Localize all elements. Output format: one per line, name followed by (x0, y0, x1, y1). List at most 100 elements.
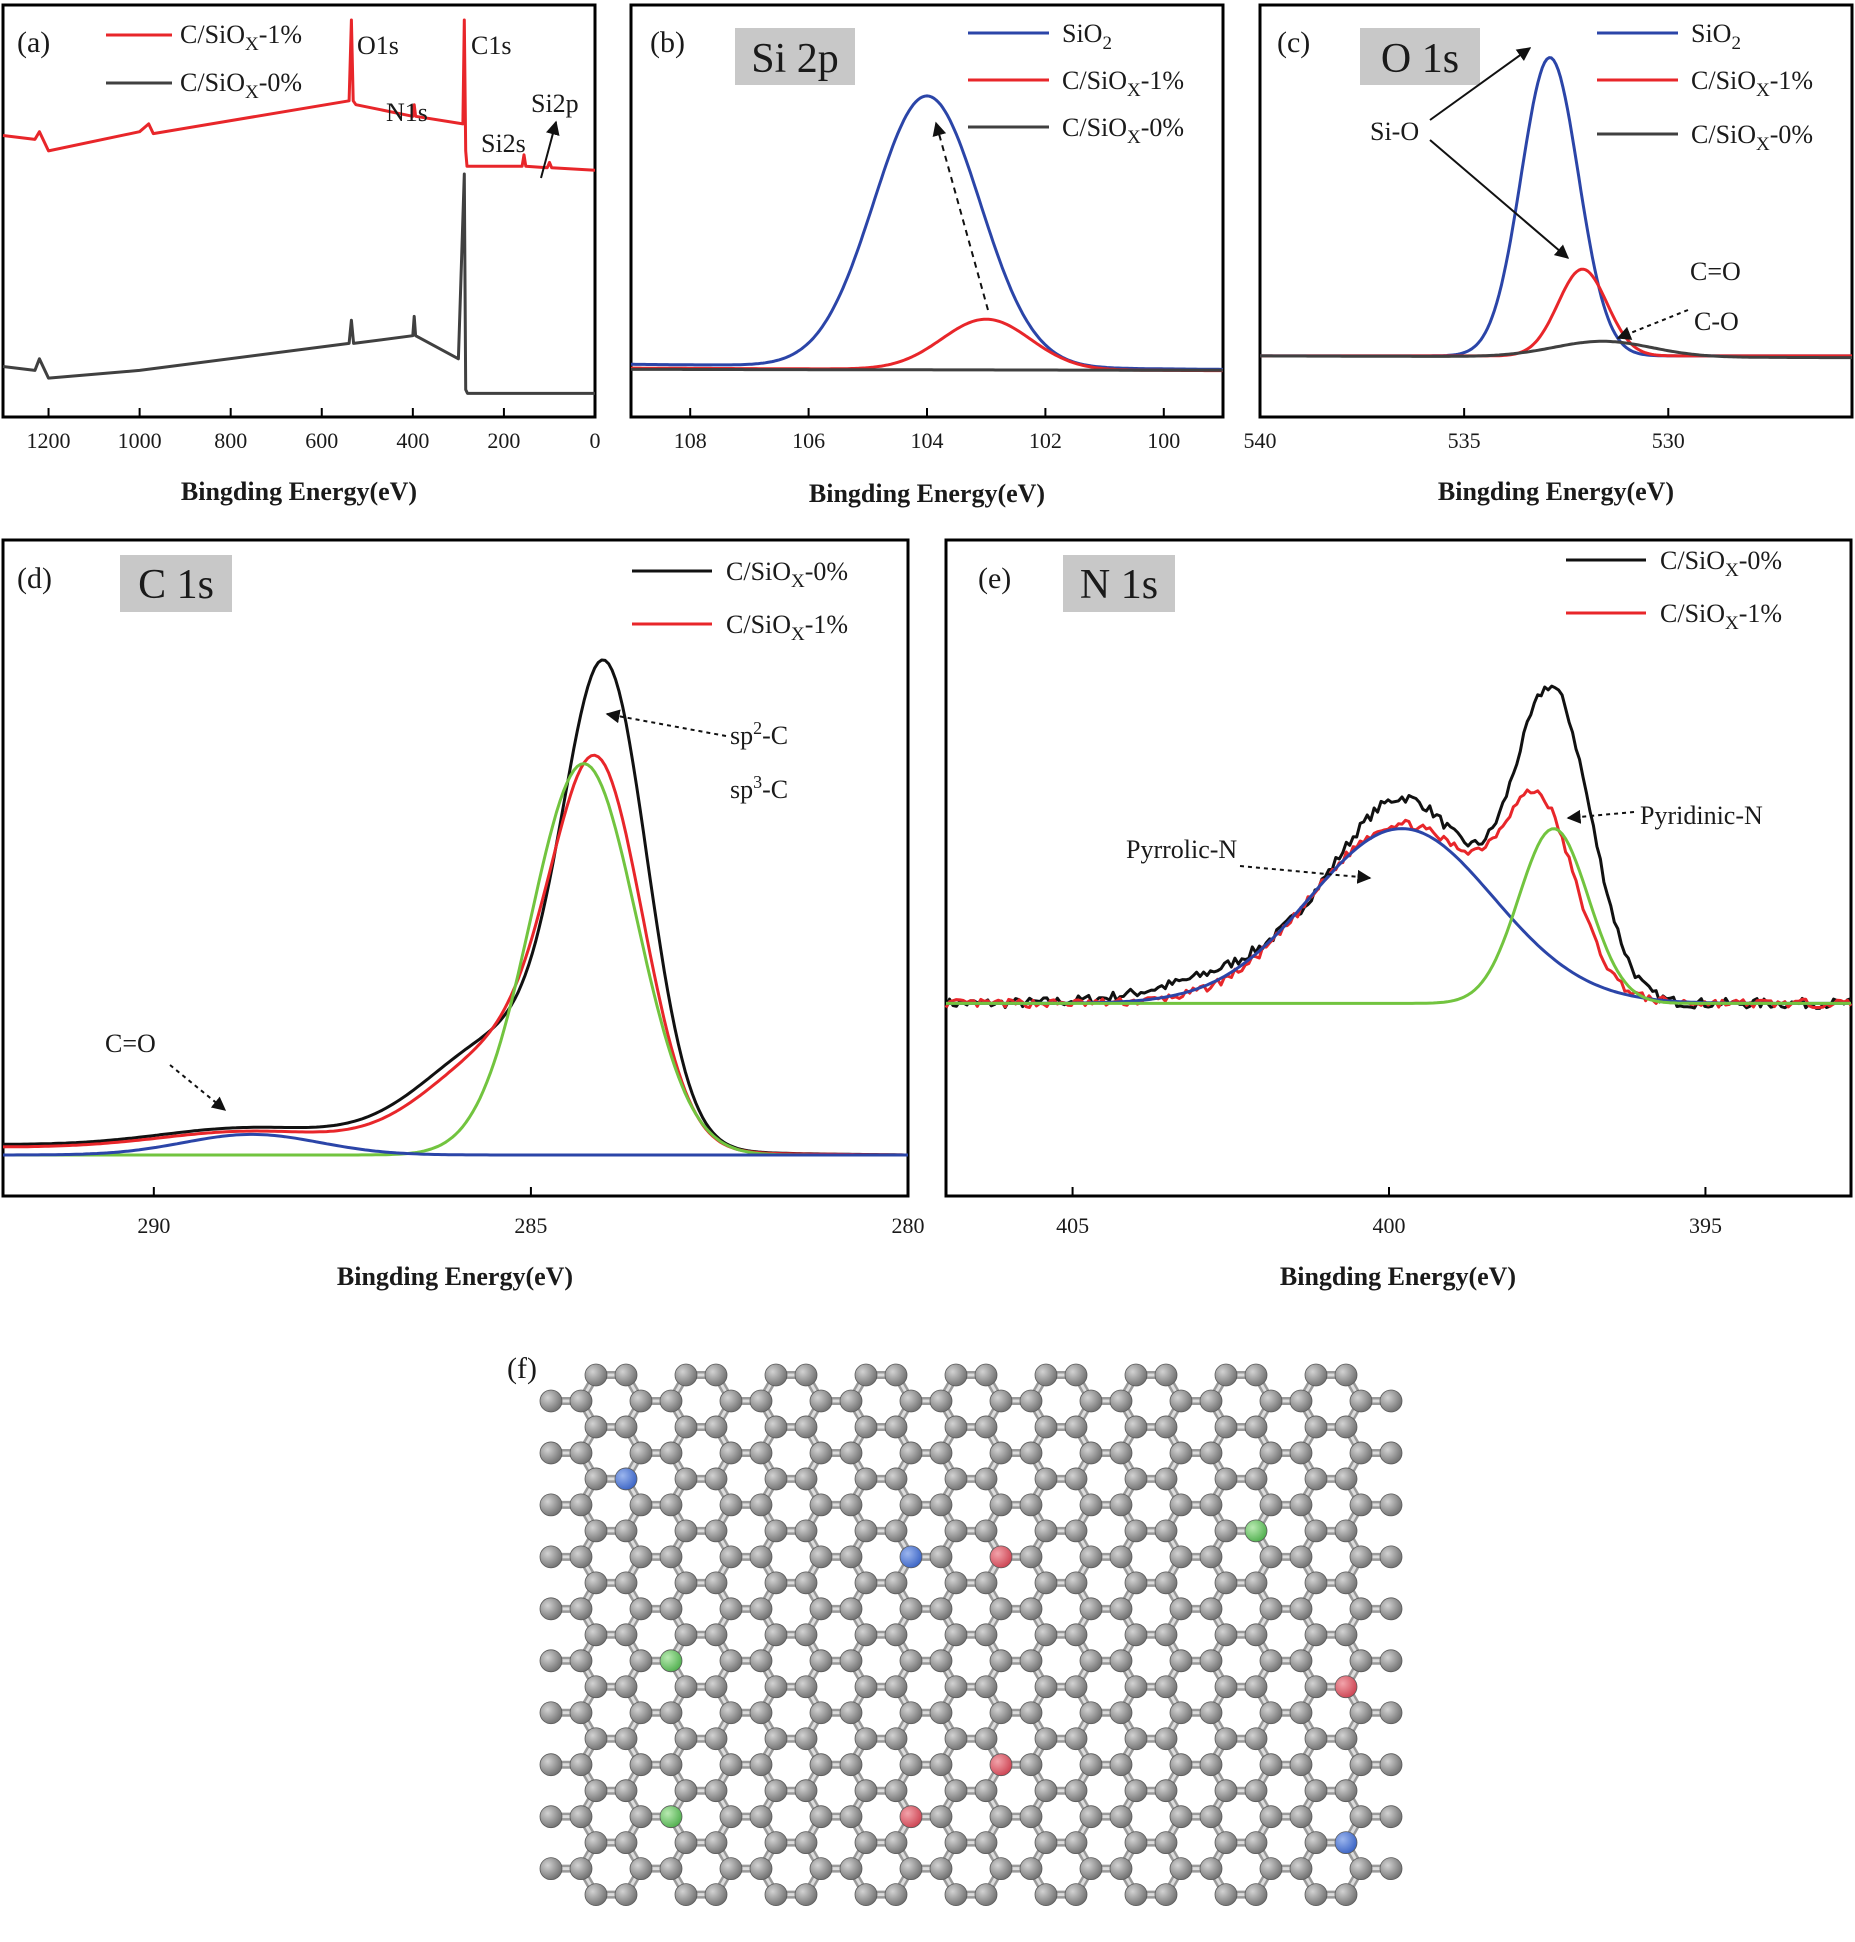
x-tick-label: 535 (1448, 428, 1481, 453)
carbon-atom (539, 1597, 563, 1621)
panel-c-xlabel: Bingding Energy(eV) (1438, 477, 1674, 506)
panel-e-series (944, 684, 1853, 1010)
carbon-atom (839, 1389, 863, 1413)
carbon-atom (629, 1857, 653, 1881)
carbon-atom (1079, 1389, 1103, 1413)
carbon-atom (1019, 1597, 1043, 1621)
carbon-atom (884, 1779, 908, 1803)
series-line-d-1 (2, 753, 908, 1157)
carbon-atom (1259, 1493, 1283, 1517)
carbon-atom (1304, 1363, 1328, 1387)
panel-d-title: C 1s (138, 562, 214, 608)
panel-e-title: N 1s (1080, 562, 1158, 608)
carbon-atom (569, 1701, 593, 1725)
carbon-atom (989, 1805, 1013, 1829)
panel-b-xlabel: Bingding Energy(eV) (809, 479, 1045, 508)
carbon-atom (1259, 1701, 1283, 1725)
panel-b-title: Si 2p (751, 36, 839, 82)
carbon-atom (809, 1389, 833, 1413)
annotation-c-double-o: C=O (1690, 257, 1741, 286)
carbon-atom (1034, 1571, 1058, 1595)
carbon-atom (794, 1363, 818, 1387)
carbon-atom (569, 1857, 593, 1881)
carbon-atom (1109, 1545, 1133, 1569)
carbon-atom (629, 1441, 653, 1465)
legend-label-c-siox-1: C/SiOX-1% (1660, 599, 1782, 634)
carbon-atom (899, 1701, 923, 1725)
carbon-atom (584, 1363, 608, 1387)
series-line-e-2 (946, 827, 1851, 1005)
panel-e-xlabel: Bingding Energy(eV) (1280, 1262, 1516, 1291)
x-tick-label: 395 (1689, 1213, 1722, 1238)
arrow-pyrrolic (1239, 865, 1372, 884)
carbon-atom (1019, 1389, 1043, 1413)
carbon-atom (659, 1493, 683, 1517)
carbon-atom (1244, 1415, 1268, 1439)
carbon-atom (1124, 1363, 1148, 1387)
carbon-atom (1169, 1805, 1193, 1829)
carbon-atom (1064, 1883, 1088, 1907)
carbon-atom (704, 1623, 728, 1647)
carbon-atom (1124, 1779, 1148, 1803)
carbon-atom (1349, 1753, 1373, 1777)
lattice-atoms (539, 1363, 1403, 1907)
carbon-atom (1259, 1597, 1283, 1621)
carbon-atom (1034, 1363, 1058, 1387)
series-line-c-2 (1260, 339, 1852, 360)
carbon-atom (1079, 1753, 1103, 1777)
carbon-atom (1169, 1389, 1193, 1413)
carbon-atom (749, 1753, 773, 1777)
carbon-atom (1124, 1727, 1148, 1751)
carbon-atom (1064, 1363, 1088, 1387)
x-tick-label: 400 (1373, 1213, 1406, 1238)
carbon-atom (614, 1415, 638, 1439)
carbon-atom (1154, 1675, 1178, 1699)
series-line-e-0 (944, 684, 1852, 1010)
carbon-atom (854, 1727, 878, 1751)
carbon-atom (794, 1883, 818, 1907)
nitrogen-atom-red (1334, 1675, 1358, 1699)
arrow-si-o-c-siox (1429, 139, 1570, 259)
carbon-atom (1124, 1571, 1148, 1595)
carbon-atom (884, 1571, 908, 1595)
x-tick-label: 290 (137, 1213, 170, 1238)
carbon-atom (719, 1597, 743, 1621)
carbon-atom (1334, 1883, 1358, 1907)
carbon-atom (944, 1467, 968, 1491)
series-line-b-0 (631, 94, 1223, 371)
nitrogen-atom-green (1244, 1519, 1268, 1543)
panel-c-title-box (1360, 28, 1480, 85)
carbon-atom (854, 1623, 878, 1647)
carbon-atom (989, 1493, 1013, 1517)
carbon-atom (1214, 1779, 1238, 1803)
carbon-atom (1334, 1519, 1358, 1543)
legend-label-c-siox-0: C/SiOX-0% (1062, 113, 1184, 148)
carbon-atom (1064, 1415, 1088, 1439)
carbon-atom (1079, 1649, 1103, 1673)
carbon-atom (704, 1727, 728, 1751)
carbon-atom (1304, 1883, 1328, 1907)
carbon-atom (929, 1493, 953, 1517)
panel-b-frame (629, 3, 1225, 419)
carbon-atom (1214, 1727, 1238, 1751)
carbon-atom (1334, 1727, 1358, 1751)
series-line-a-1 (2, 172, 595, 395)
carbon-atom (794, 1571, 818, 1595)
carbon-atom (1109, 1753, 1133, 1777)
carbon-atom (719, 1441, 743, 1465)
carbon-atom (704, 1883, 728, 1907)
carbon-atom (1259, 1753, 1283, 1777)
carbon-atom (1289, 1545, 1313, 1569)
carbon-atom (1304, 1727, 1328, 1751)
annotation-pyridinic-n: Pyridinic-N (1640, 801, 1763, 830)
carbon-atom (899, 1493, 923, 1517)
carbon-atom (794, 1519, 818, 1543)
x-tick-label: 1000 (118, 428, 162, 453)
carbon-atom (1109, 1857, 1133, 1881)
carbon-atom (1199, 1805, 1223, 1829)
carbon-atom (749, 1389, 773, 1413)
carbon-atom (1064, 1467, 1088, 1491)
annotation-c-single-o: C-O (1694, 307, 1739, 336)
arrow-co (1616, 309, 1689, 340)
carbon-atom (749, 1493, 773, 1517)
